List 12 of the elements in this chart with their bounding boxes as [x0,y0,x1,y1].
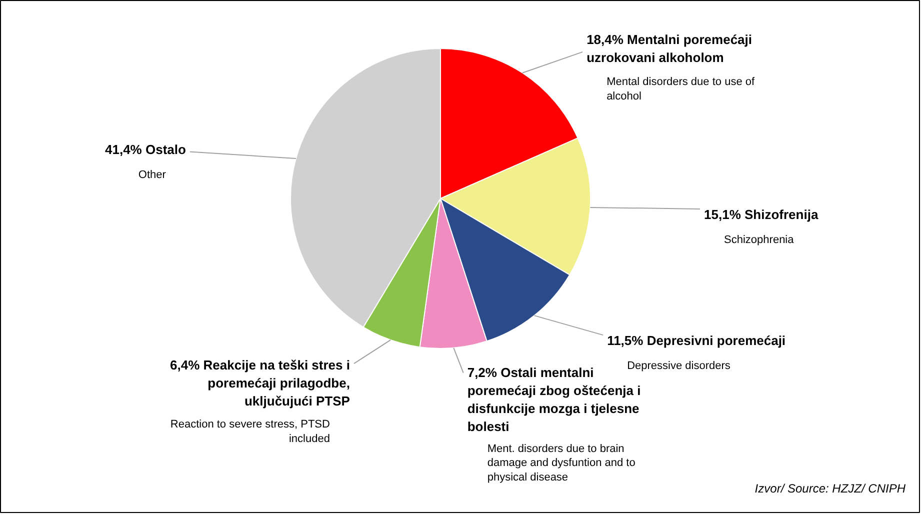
text: Mental disorders due to use of alcohol [606,76,756,102]
text: Izvor/ Source: HZJZ/ CNIPH [754,482,906,496]
text: Reaction to severe stress, PTSD included [170,418,330,445]
slice-label: 11,5% Depresivni poremećaji [607,333,786,348]
text: Depressive disorders [627,360,731,372]
slice-label: 18,4% Mentalni poremećaji uzrokovani alkoholom [586,32,752,65]
slice-label: 6,4% Reakcije na teški stres i poremećaji prilagodbe, uključujući PTSP [170,358,350,409]
slice-label: 15,1% Shizofrenija [704,206,819,222]
text: Schizophrenia [724,234,795,246]
slice-label: 41,4% Ostalo [105,142,186,157]
text: Ment. disorders due to brain damage and dysfuntion and to physical disease [487,442,636,484]
text: Other [138,168,166,181]
